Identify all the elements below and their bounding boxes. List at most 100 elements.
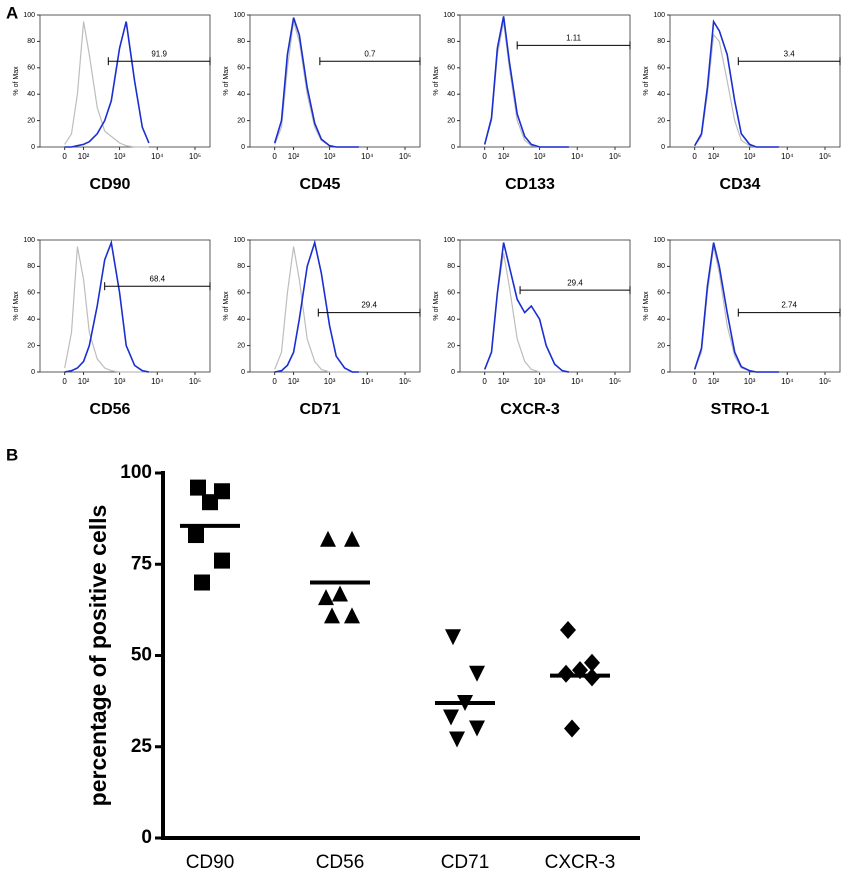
y-tick-label: 100 xyxy=(23,12,35,19)
data-point xyxy=(344,607,360,624)
x-tick-label: CD71 xyxy=(441,852,490,873)
x-tick-label: 10⁴ xyxy=(361,377,374,386)
y-tick-label: 100 xyxy=(653,12,665,19)
x-tick-label: 0 xyxy=(482,377,487,386)
y-axis-label: percentage of positive cells xyxy=(85,505,111,807)
x-tick-label: 0 xyxy=(272,377,277,386)
chart-title: CD90 xyxy=(90,176,131,193)
data-point xyxy=(324,607,340,624)
panel-letter: A xyxy=(6,3,18,22)
y-tick-label: 0 xyxy=(661,369,665,376)
y-tick-label: 75 xyxy=(131,553,153,574)
y-tick-label: 20 xyxy=(237,342,245,349)
x-tick-label: 10³ xyxy=(534,152,546,161)
chart-title: CXCR-3 xyxy=(500,401,560,418)
x-tick-label: 10³ xyxy=(744,152,756,161)
gate-label: 0.7 xyxy=(364,49,376,58)
y-tick-label: 80 xyxy=(657,38,665,45)
data-point xyxy=(332,585,348,602)
x-tick-label: 0 xyxy=(272,152,277,161)
x-tick-label: 10³ xyxy=(114,152,126,161)
data-point xyxy=(190,479,206,496)
y-tick-label: 80 xyxy=(237,38,245,45)
x-tick-label: 10² xyxy=(78,152,90,161)
x-tick-label: 10⁵ xyxy=(819,152,831,161)
x-tick-label: 10⁴ xyxy=(361,152,374,161)
x-tick-label: CXCR-3 xyxy=(545,852,616,873)
y-tick-label: 60 xyxy=(27,290,35,297)
x-tick-label: 10² xyxy=(708,152,720,161)
x-tick-label: 10⁵ xyxy=(189,152,201,161)
data-point xyxy=(469,720,485,737)
chart-title: CD133 xyxy=(505,176,555,193)
plot-frame xyxy=(459,239,631,373)
histogram-curve xyxy=(64,21,149,148)
y-tick-label: 0 xyxy=(451,144,455,151)
y-tick-label: 60 xyxy=(657,290,665,297)
y-axis-label: % of Max xyxy=(13,291,20,321)
chart-title: CD71 xyxy=(300,401,341,418)
x-tick-label: 0 xyxy=(692,377,697,386)
y-tick-label: 0 xyxy=(31,144,35,151)
y-tick-label: 0 xyxy=(141,827,152,848)
y-tick-label: 40 xyxy=(657,91,665,98)
x-tick-label: 10³ xyxy=(324,377,336,386)
x-tick-label: 10² xyxy=(498,152,510,161)
data-point xyxy=(344,530,360,547)
x-tick-label: 0 xyxy=(62,152,67,161)
data-point xyxy=(188,527,204,544)
y-tick-label: 80 xyxy=(237,263,245,270)
y-tick-label: 40 xyxy=(237,316,245,323)
y-tick-label: 0 xyxy=(31,369,35,376)
histogram-curve xyxy=(64,21,150,148)
data-point xyxy=(214,552,230,569)
x-tick-label: CD90 xyxy=(186,852,235,873)
x-tick-label: 10⁵ xyxy=(399,152,411,161)
gate-label: 2.74 xyxy=(781,301,797,310)
gate-label: 91.9 xyxy=(151,49,167,58)
histogram-curve xyxy=(274,239,359,373)
x-tick-label: 0 xyxy=(692,152,697,161)
y-tick-label: 100 xyxy=(120,462,152,483)
y-tick-label: 100 xyxy=(233,12,245,19)
y-tick-label: 20 xyxy=(447,342,455,349)
data-point xyxy=(449,731,465,748)
x-tick-label: 10⁴ xyxy=(571,152,584,161)
y-tick-label: 40 xyxy=(447,91,455,98)
plot-frame xyxy=(249,14,421,148)
x-tick-label: 10⁵ xyxy=(609,152,621,161)
y-tick-label: 100 xyxy=(23,237,35,244)
plot-frame xyxy=(39,14,211,148)
gate-label: 1.11 xyxy=(566,33,582,42)
data-point xyxy=(560,620,576,639)
gate-label: 3.4 xyxy=(784,49,796,58)
gate-label: 29.4 xyxy=(567,278,583,287)
data-point xyxy=(202,494,218,511)
x-tick-label: 0 xyxy=(482,152,487,161)
x-tick-label: 10⁴ xyxy=(571,377,584,386)
x-tick-label: 10² xyxy=(288,377,300,386)
y-tick-label: 40 xyxy=(27,91,35,98)
x-tick-label: 10³ xyxy=(324,152,336,161)
x-tick-label: 10³ xyxy=(534,377,546,386)
y-tick-label: 20 xyxy=(27,342,35,349)
plot-frame xyxy=(669,239,841,373)
y-tick-label: 80 xyxy=(27,38,35,45)
y-axis-label: % of Max xyxy=(643,291,650,321)
histogram-curve xyxy=(64,239,150,373)
y-tick-label: 0 xyxy=(451,369,455,376)
y-tick-label: 0 xyxy=(241,144,245,151)
data-point xyxy=(469,665,485,682)
y-tick-label: 60 xyxy=(237,290,245,297)
y-tick-label: 25 xyxy=(131,736,153,757)
x-tick-label: 10³ xyxy=(114,377,126,386)
histogram-curve xyxy=(483,242,570,373)
data-point xyxy=(445,629,461,646)
y-tick-label: 80 xyxy=(447,263,455,270)
y-axis-label: % of Max xyxy=(223,66,230,96)
y-tick-label: 100 xyxy=(443,237,455,244)
y-tick-label: 100 xyxy=(233,237,245,244)
data-point xyxy=(564,719,580,738)
x-tick-label: 10² xyxy=(288,152,300,161)
